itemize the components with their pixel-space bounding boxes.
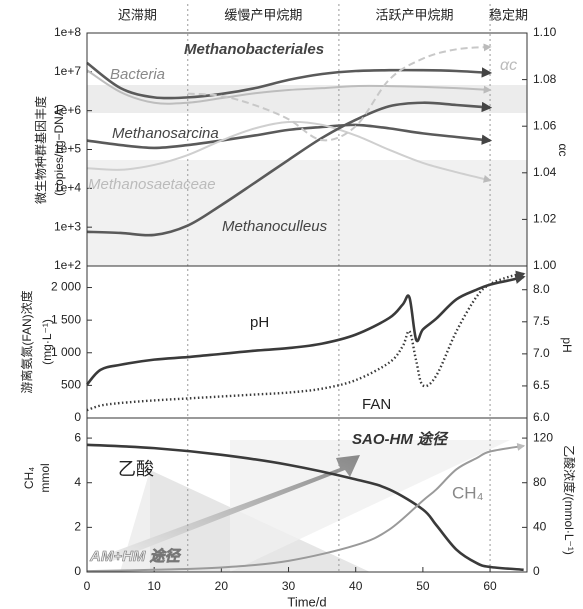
y-axis-label: CH₄ [22, 467, 36, 489]
y2-tick-label: 1.00 [533, 258, 557, 272]
series-label: Methanosarcina [112, 125, 219, 142]
y-tick-label: 1e+3 [54, 219, 81, 233]
series-line [86, 69, 492, 105]
series-line [86, 273, 526, 386]
triangle [230, 440, 510, 572]
annotation: AM+HM 途径 [89, 547, 182, 565]
series-label: Methanobacteriales [184, 41, 324, 58]
series-line [86, 270, 526, 412]
series-line [86, 120, 492, 183]
phase-label: 稳定期 [489, 7, 528, 22]
y2-tick-label: 1.06 [533, 118, 557, 132]
y2-tick-label: 80 [533, 475, 547, 489]
x-tick-label: 20 [215, 579, 229, 593]
series-line [86, 101, 493, 237]
y-axis-label: mmol [38, 463, 52, 492]
y-tick-label: 2 000 [51, 280, 81, 294]
pathway-arrow [105, 455, 360, 562]
y-axis-label: 游离氨氮(FAN)浓度 [19, 290, 34, 393]
y2-tick-label: 40 [533, 520, 547, 534]
y-tick-label: 1 500 [51, 312, 81, 326]
y-tick-label: 1e+5 [54, 142, 81, 156]
y2-tick-label: 1.10 [533, 25, 557, 39]
y-tick-label: 0 [74, 410, 81, 424]
series-label: pH [250, 314, 269, 331]
series-label: αc [500, 57, 517, 74]
series-label: Bacteria [110, 66, 165, 83]
y2-axis-label: αc [556, 144, 570, 157]
y2-tick-label: 1.02 [533, 212, 557, 226]
phase-label: 活跃产甲烷期 [375, 7, 453, 22]
series-line [86, 443, 524, 572]
x-tick-label: 50 [416, 579, 430, 593]
y-tick-label: 1 000 [51, 345, 81, 359]
series-line [86, 442, 526, 573]
phase-label: 缓慢产甲烷期 [224, 7, 302, 22]
y2-axis-label: pH [560, 337, 574, 352]
y2-tick-label: 1.08 [533, 72, 557, 86]
y2-tick-label: 0 [533, 564, 540, 578]
y2-tick-label: 6.5 [533, 378, 550, 392]
series-label: Methanosaetaceae [88, 176, 216, 193]
series-label: 乙酸 [118, 459, 154, 479]
x-tick-label: 30 [282, 579, 296, 593]
y-axis-label: 微生物种群基因丰度 [33, 96, 48, 204]
y2-tick-label: 120 [533, 430, 553, 444]
y2-axis-label: 乙酸浓度/(mmol·L⁻¹) [562, 445, 577, 555]
series-line [86, 123, 493, 150]
annotation: SAO-HM 途径 [352, 430, 449, 448]
band [87, 160, 527, 266]
series-label: FAN [362, 396, 391, 413]
y-tick-label: 1e+6 [54, 103, 81, 117]
panel-frame [86, 417, 528, 573]
y-axis-label: (copies/ng−DNA) [52, 104, 66, 196]
y2-tick-label: 7.5 [533, 314, 550, 328]
y-tick-label: 0 [74, 564, 81, 578]
y2-tick-label: 7.0 [533, 346, 550, 360]
y-tick-label: 4 [74, 475, 81, 489]
y2-tick-label: 6.0 [533, 410, 550, 424]
y-tick-label: 500 [61, 378, 81, 392]
x-tick-label: 40 [349, 579, 363, 593]
y-tick-label: 1e+8 [54, 25, 81, 39]
y-tick-label: 6 [74, 430, 81, 444]
plots: 1e+2 1e+3 1e+4 1e+5 1e+6 1e+7 1e+8 1.00 1.02 1.04… [19, 4, 577, 609]
x-tick-label: 60 [483, 579, 497, 593]
x-tick-label: 10 [147, 579, 161, 593]
series-line [86, 61, 493, 100]
series-label: Methanoculleus [222, 218, 328, 235]
panel-frame [86, 265, 528, 419]
y-axis-label: (mg·L⁻¹) [40, 319, 54, 365]
x-axis-label: Time/d [287, 594, 326, 609]
y-tick-label: 1e+2 [54, 258, 81, 272]
y2-tick-label: 1.04 [533, 165, 557, 179]
series-line [187, 43, 492, 142]
y-tick-label: 2 [74, 520, 81, 534]
y2-tick-label: 8.0 [533, 282, 550, 296]
y-tick-label: 1e+7 [54, 64, 81, 78]
x-tick-label: 0 [84, 579, 91, 593]
phase-label: 迟滞期 [118, 7, 157, 22]
y-tick-label: 1e+4 [54, 181, 81, 195]
series-label: CH₄ [452, 483, 484, 502]
